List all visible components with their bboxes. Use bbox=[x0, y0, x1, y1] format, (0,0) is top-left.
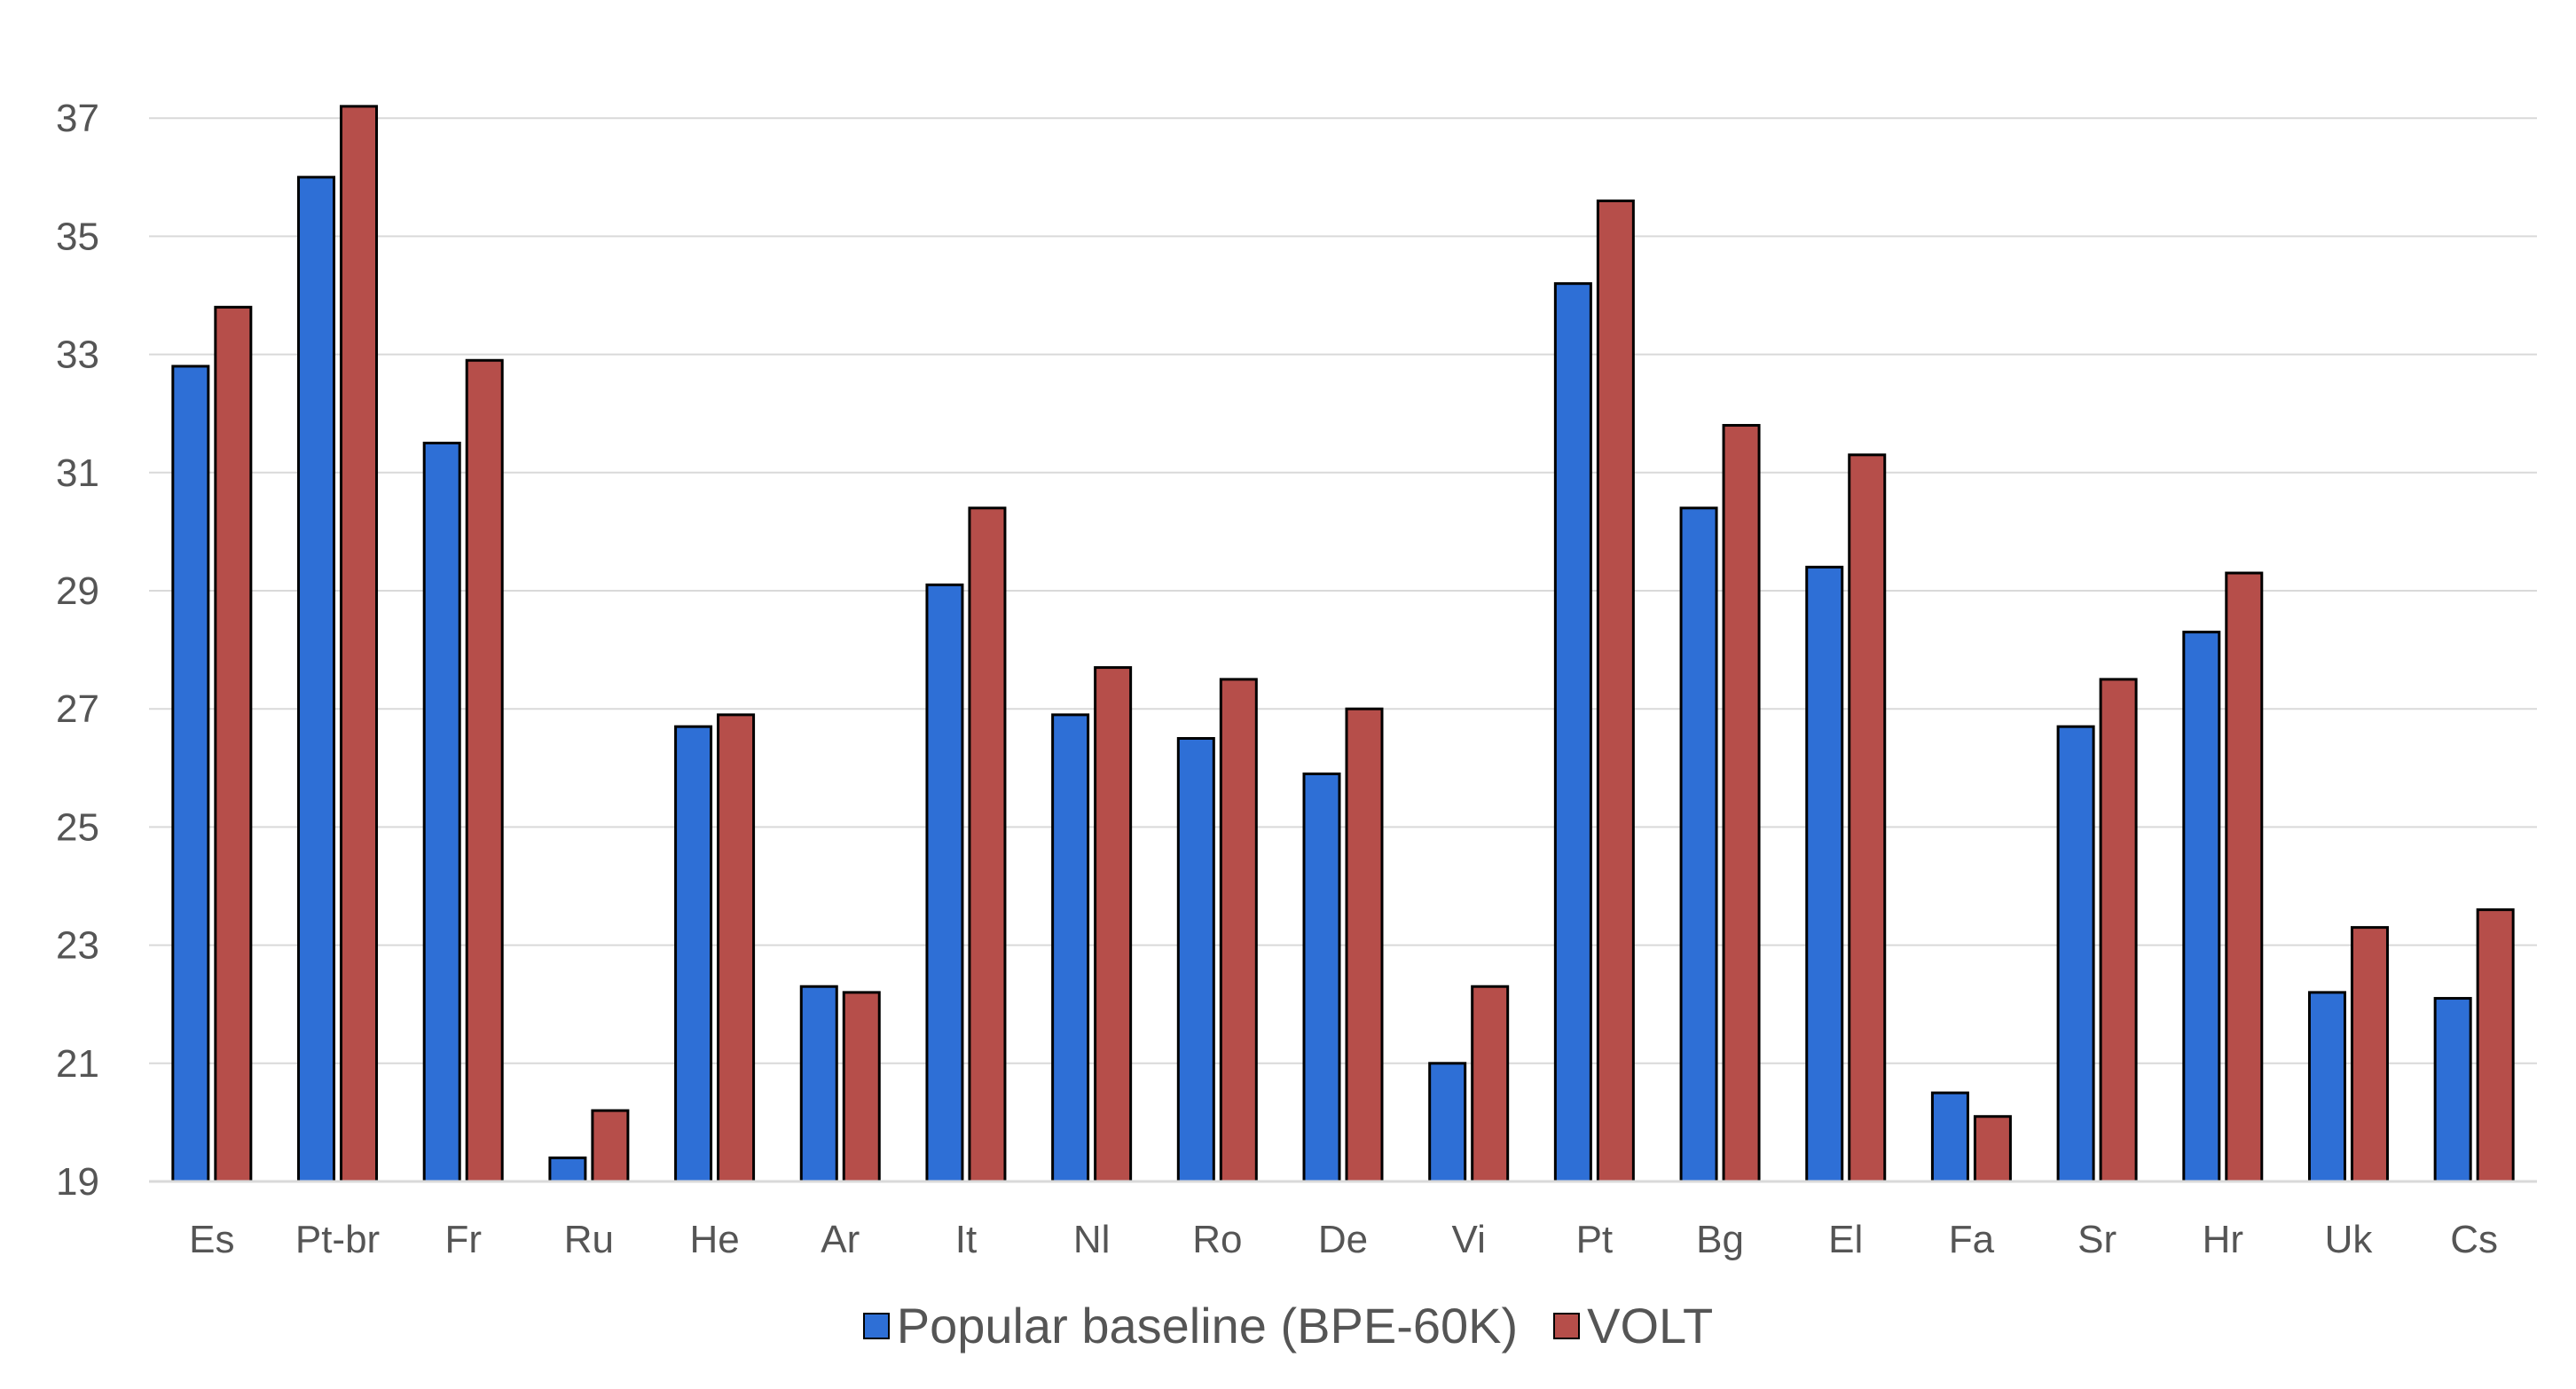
bar-volt-he bbox=[717, 713, 756, 1183]
bar-volt-es bbox=[214, 305, 253, 1183]
x-tick-label: Hr bbox=[2203, 1218, 2243, 1261]
x-tick-label: Ar bbox=[821, 1218, 860, 1261]
bar-baseline-pt bbox=[1553, 282, 1592, 1183]
legend: Popular baseline (BPE-60K) VOLT bbox=[0, 1297, 2576, 1354]
bar-baseline-ro bbox=[1176, 737, 1215, 1183]
bar-volt-nl bbox=[1094, 666, 1133, 1183]
bar-volt-el bbox=[1848, 453, 1887, 1183]
legend-label-volt: VOLT bbox=[1587, 1298, 1714, 1354]
bar-baseline-ru bbox=[548, 1156, 587, 1183]
bar-baseline-de bbox=[1302, 772, 1341, 1183]
bar-volt-ro bbox=[1219, 678, 1258, 1183]
bar-baseline-uk bbox=[2307, 991, 2346, 1183]
bar-baseline-cs bbox=[2433, 997, 2472, 1183]
x-axis-ticks: Es Pt-br Fr Ru He Ar It Nl Ro De Vi Pt Bg El Fa Sr Hr Uk C… bbox=[189, 1218, 2498, 1261]
x-tick-label: Nl bbox=[1073, 1218, 1111, 1261]
bar-volt-pt-br bbox=[340, 105, 379, 1183]
bar-volt-sr bbox=[2099, 678, 2138, 1183]
y-tick-label: 23 bbox=[56, 924, 99, 968]
bar-volt-ru bbox=[591, 1109, 630, 1183]
x-tick-label: De bbox=[1318, 1218, 1368, 1261]
y-tick-label: 21 bbox=[56, 1042, 99, 1086]
y-tick-label: 31 bbox=[56, 451, 99, 495]
bar-volt-it bbox=[968, 506, 1007, 1183]
bar-volt-ar bbox=[842, 991, 881, 1183]
bar-volt-fa bbox=[1973, 1115, 2012, 1183]
x-tick-label: Ro bbox=[1192, 1218, 1242, 1261]
legend-swatch-volt bbox=[1553, 1312, 1581, 1339]
bar-baseline-vi bbox=[1428, 1062, 1467, 1183]
legend-swatch-baseline bbox=[862, 1312, 890, 1339]
bar-baseline-nl bbox=[1051, 713, 1090, 1183]
x-tick-label: Bg bbox=[1696, 1218, 1744, 1261]
bars bbox=[171, 105, 2515, 1183]
y-tick-label: 19 bbox=[56, 1160, 99, 1204]
x-tick-label: Fr bbox=[444, 1218, 482, 1261]
x-tick-label: Cs bbox=[2450, 1218, 2498, 1261]
x-tick-label: Vi bbox=[1452, 1218, 1486, 1261]
y-tick-label: 29 bbox=[56, 569, 99, 613]
y-tick-label: 37 bbox=[56, 97, 99, 140]
bar-baseline-fr bbox=[422, 442, 461, 1183]
y-axis-ticks: 19 21 23 25 27 29 31 33 35 37 bbox=[56, 97, 99, 1204]
bar-baseline-he bbox=[674, 725, 713, 1183]
x-tick-label: It bbox=[955, 1218, 977, 1261]
bar-volt-uk bbox=[2350, 926, 2389, 1183]
bar-volt-vi bbox=[1471, 985, 1510, 1183]
x-tick-label: El bbox=[1828, 1218, 1863, 1261]
legend-item-volt: VOLT bbox=[1553, 1297, 1713, 1354]
x-tick-label: Uk bbox=[2325, 1218, 2374, 1261]
y-tick-label: 33 bbox=[56, 334, 99, 377]
bar-baseline-ar bbox=[799, 985, 838, 1183]
bar-volt-hr bbox=[2225, 571, 2264, 1183]
legend-item-baseline: Popular baseline (BPE-60K) bbox=[862, 1297, 1519, 1354]
x-tick-label: Pt bbox=[1576, 1218, 1614, 1261]
y-tick-label: 35 bbox=[56, 215, 99, 258]
bar-volt-fr bbox=[465, 358, 504, 1183]
bar-baseline-es bbox=[171, 365, 210, 1183]
x-tick-label: Ru bbox=[564, 1218, 614, 1261]
bar-baseline-sr bbox=[2056, 725, 2095, 1183]
x-tick-label: Fa bbox=[1949, 1218, 1995, 1261]
x-tick-label: Es bbox=[189, 1218, 234, 1261]
bar-volt-de bbox=[1345, 707, 1384, 1183]
bar-baseline-pt-br bbox=[297, 176, 336, 1183]
bar-baseline-fa bbox=[1930, 1091, 1969, 1183]
bar-baseline-el bbox=[1805, 565, 1844, 1183]
bar-baseline-hr bbox=[2182, 631, 2221, 1183]
bar-volt-pt bbox=[1596, 199, 1635, 1183]
bar-volt-cs bbox=[2476, 908, 2515, 1183]
gridlines bbox=[149, 117, 2537, 1064]
x-tick-label: Pt-br bbox=[295, 1218, 380, 1261]
x-tick-label: He bbox=[689, 1218, 739, 1261]
bar-volt-bg bbox=[1722, 424, 1761, 1183]
y-tick-label: 25 bbox=[56, 805, 99, 849]
bar-baseline-bg bbox=[1679, 506, 1718, 1183]
legend-label-baseline: Popular baseline (BPE-60K) bbox=[896, 1298, 1519, 1354]
x-tick-label: Sr bbox=[2077, 1218, 2117, 1261]
y-tick-label: 27 bbox=[56, 687, 99, 731]
bar-baseline-it bbox=[925, 583, 964, 1183]
